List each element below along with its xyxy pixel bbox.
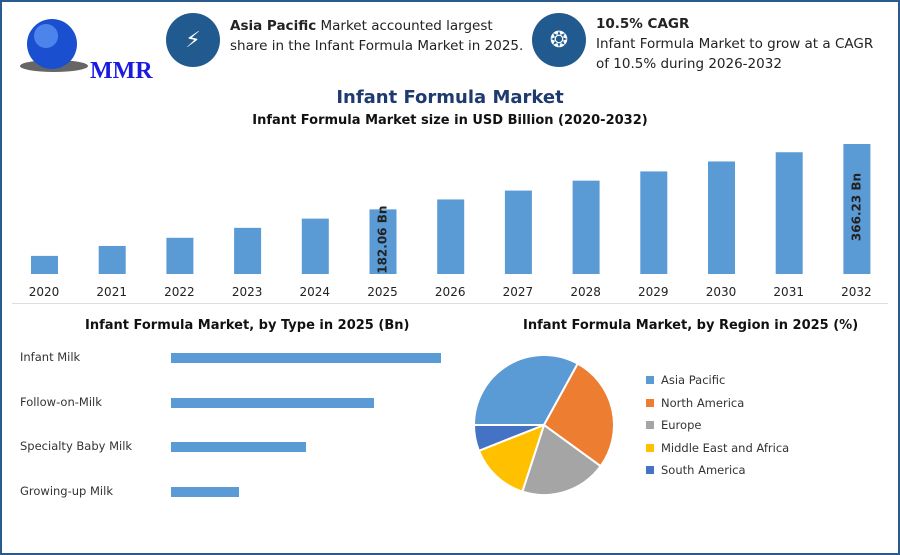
bar-2025 <box>369 209 397 274</box>
bar-2027 <box>504 190 532 274</box>
legend-swatch <box>646 443 654 452</box>
x-tick-2027: 2027 <box>503 285 534 299</box>
bar-2023 <box>234 227 262 274</box>
type-bar <box>171 397 374 408</box>
bar-2026 <box>437 199 465 274</box>
main-title: Infant Formula Market <box>336 87 564 108</box>
x-tick-2021: 2021 <box>96 285 127 299</box>
x-tick-2020: 2020 <box>29 285 60 299</box>
legend-item: Middle East and Africa <box>646 441 789 455</box>
legend-label: Europe <box>661 418 702 432</box>
slice-north-america <box>542 362 615 468</box>
legend-label: Asia Pacific <box>661 373 726 387</box>
x-tick-2023: 2023 <box>232 285 263 299</box>
bar-2028 <box>572 180 600 274</box>
bar-2024 <box>301 218 329 274</box>
legend-label: South America <box>661 463 746 477</box>
bar-2021 <box>98 245 126 274</box>
data-label-2025: 182.06 Bn <box>376 206 390 274</box>
lightning-icon: ⚡ <box>166 13 220 67</box>
logo: MMR <box>18 14 153 84</box>
highlight-1-text: Market accounted largest share in the In… <box>230 18 524 54</box>
legend-label: Middle East and Africa <box>661 440 790 455</box>
x-tick-2032: 2032 <box>841 285 872 299</box>
data-label-2032: 366.23 Bn <box>849 173 863 241</box>
slice-middle-east-and-africa <box>477 423 546 493</box>
highlight-2: 10.5% CAGR Infant Formula Market to grow … <box>596 14 886 74</box>
globe-icon <box>20 19 88 72</box>
x-tick-2029: 2029 <box>638 285 669 299</box>
x-tick-2031: 2031 <box>773 285 804 299</box>
x-tick-2026: 2026 <box>435 285 466 299</box>
legend-swatch <box>646 466 654 474</box>
type-bar <box>171 486 239 497</box>
x-tick-2022: 2022 <box>164 285 195 299</box>
legend-label: North America <box>661 395 745 410</box>
bar-2022 <box>166 237 194 274</box>
highlight-2-text: Infant Formula Market to grow at a CAGR … <box>596 36 874 72</box>
region-chart-title: Infant Formula Market, by Region in 2025… <box>523 318 859 333</box>
x-tick-2024: 2024 <box>300 285 331 299</box>
x-tick-2030: 2030 <box>706 285 737 299</box>
bar-2031 <box>775 152 803 274</box>
divider <box>12 303 888 304</box>
highlight-1-bold: Asia Pacific <box>230 18 317 34</box>
slice-europe <box>521 423 603 495</box>
bar-2020 <box>31 255 58 274</box>
type-chart-title: Infant Formula Market, by Type in 2025 (… <box>85 318 410 333</box>
bar-2029 <box>640 171 668 274</box>
type-bar <box>171 442 306 452</box>
type-label: Infant Milk <box>20 350 81 364</box>
x-tick-2028: 2028 <box>570 285 601 299</box>
bar-2030 <box>708 161 735 274</box>
slice-asia-pacific <box>472 355 580 426</box>
logo-text: MMR <box>90 58 153 84</box>
legend-swatch <box>646 398 654 407</box>
highlight-1: Asia Pacific Market accounted largest sh… <box>230 16 530 56</box>
bar-chart-title: Infant Formula Market size in USD Billio… <box>252 113 648 128</box>
type-label: Specialty Baby Milk <box>20 439 133 453</box>
legend-item: North America <box>646 396 744 410</box>
x-tick-2025: 2025 <box>367 285 398 299</box>
legend-item: South America <box>646 463 746 477</box>
type-label: Follow-on-Milk <box>20 394 102 409</box>
legend-swatch <box>646 421 654 429</box>
type-label: Growing-up Milk <box>20 483 113 498</box>
type-bar <box>171 353 441 363</box>
legend-item: Asia Pacific <box>646 373 725 387</box>
legend-item: Europe <box>646 418 701 432</box>
slice-south-america <box>472 424 545 453</box>
highlight-2-bold: 10.5% CAGR <box>596 16 690 32</box>
flame-drop-icon: ❂ <box>532 13 586 67</box>
legend-swatch <box>646 376 654 384</box>
market-size-chart: 2020 2021 2022 2023 2024 2025 182.06 Bn 2026 202… <box>29 144 872 299</box>
region-pie-chart <box>472 355 615 495</box>
bar-2032 <box>843 144 871 274</box>
